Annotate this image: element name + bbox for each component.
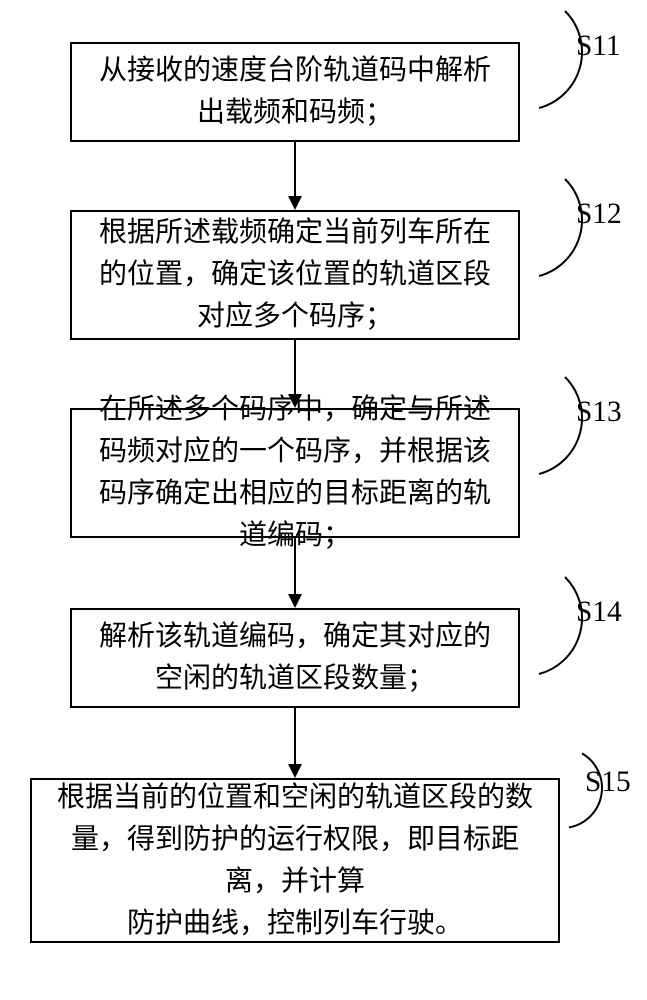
flowchart-canvas: 从接收的速度台阶轨道码中解析出载频和码频； S11 根据所述载频确定当前列车所在的位… <box>0 0 647 1000</box>
flow-node-text: 根据所述载频确定当前列车所在的位置，确定该位置的轨道区段对应多个码序； <box>90 212 500 338</box>
flow-node-label-s12: S12 <box>576 198 622 231</box>
flow-node-s14: 解析该轨道编码，确定其对应的空闲的轨道区段数量； <box>70 608 520 708</box>
flow-node-label-s14: S14 <box>576 596 622 629</box>
flow-node-label-s13: S13 <box>576 396 622 429</box>
flow-node-text: 从接收的速度台阶轨道码中解析出载频和码频； <box>90 50 500 134</box>
edge-s11-s12 <box>294 142 296 196</box>
flow-node-s11: 从接收的速度台阶轨道码中解析出载频和码频； <box>70 42 520 142</box>
edge-s12-s13 <box>294 340 296 394</box>
edge-head-s11-s12 <box>288 196 302 210</box>
flow-node-text: 解析该轨道编码，确定其对应的空闲的轨道区段数量； <box>90 616 500 700</box>
edge-s14-s15 <box>294 708 296 764</box>
flow-node-label-s15: S15 <box>585 766 631 799</box>
edge-head-s12-s13 <box>288 394 302 408</box>
edge-s13-s14 <box>294 538 296 594</box>
flow-node-s13: 在所述多个码序中，确定与所述码频对应的一个码序，并根据该码序确定出相应的目标距离… <box>70 408 520 538</box>
flow-node-text: 根据当前的位置和空闲的轨道区段的数量，得到防护的运行权限，即目标距离，并计算 防… <box>50 777 540 945</box>
flow-node-text: 在所述多个码序中，确定与所述码频对应的一个码序，并根据该码序确定出相应的目标距离… <box>90 389 500 557</box>
flow-node-s12: 根据所述载频确定当前列车所在的位置，确定该位置的轨道区段对应多个码序； <box>70 210 520 340</box>
flow-node-s15: 根据当前的位置和空闲的轨道区段的数量，得到防护的运行权限，即目标距离，并计算 防… <box>30 778 560 943</box>
edge-head-s14-s15 <box>288 764 302 778</box>
flow-node-label-s11: S11 <box>576 30 621 63</box>
edge-head-s13-s14 <box>288 594 302 608</box>
